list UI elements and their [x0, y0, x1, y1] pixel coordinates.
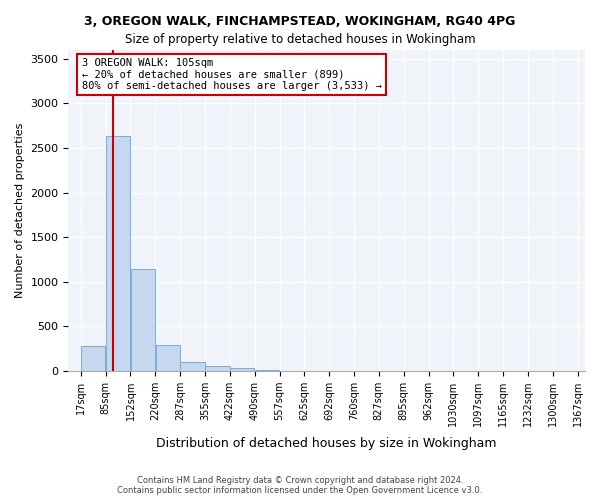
Text: Contains HM Land Registry data © Crown copyright and database right 2024.
Contai: Contains HM Land Registry data © Crown c…	[118, 476, 482, 495]
Bar	[230, 368, 254, 370]
Text: 3, OREGON WALK, FINCHAMPSTEAD, WOKINGHAM, RG40 4PG: 3, OREGON WALK, FINCHAMPSTEAD, WOKINGHAM…	[85, 15, 515, 28]
Bar	[81, 346, 106, 370]
Y-axis label: Number of detached properties: Number of detached properties	[15, 122, 25, 298]
Bar	[155, 345, 180, 370]
Bar	[131, 269, 155, 370]
Bar	[205, 366, 230, 370]
Bar	[181, 362, 205, 370]
Bar	[106, 136, 130, 370]
Text: Size of property relative to detached houses in Wokingham: Size of property relative to detached ho…	[125, 32, 475, 46]
Text: 3 OREGON WALK: 105sqm
← 20% of detached houses are smaller (899)
80% of semi-det: 3 OREGON WALK: 105sqm ← 20% of detached …	[82, 58, 382, 91]
X-axis label: Distribution of detached houses by size in Wokingham: Distribution of detached houses by size …	[157, 437, 497, 450]
